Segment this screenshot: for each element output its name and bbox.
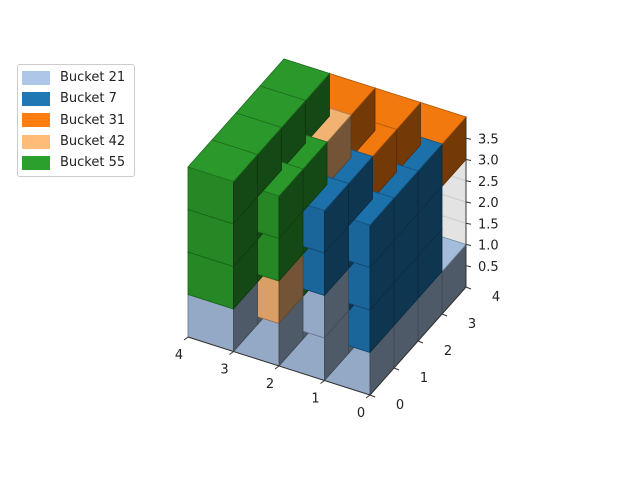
z-tick-mark bbox=[465, 265, 472, 268]
legend-label: Bucket 42 bbox=[60, 134, 126, 150]
z-tick-mark bbox=[465, 244, 472, 246]
y-tick-mark bbox=[417, 340, 424, 344]
y-tick-label: 3 bbox=[468, 317, 476, 332]
x-tick-label: 3 bbox=[220, 363, 228, 378]
x-tick-mark bbox=[229, 351, 234, 355]
z-tick-mark bbox=[465, 137, 472, 140]
y-tick-label: 4 bbox=[492, 290, 500, 305]
x-tick-label: 4 bbox=[175, 348, 183, 363]
legend-label: Bucket 7 bbox=[60, 91, 117, 107]
x-tick-label: 1 bbox=[311, 392, 319, 407]
legend-item: Bucket 21 bbox=[18, 67, 134, 88]
z-tick-label: 3.0 bbox=[478, 154, 499, 169]
z-tick-mark bbox=[465, 159, 472, 161]
legend-swatch bbox=[22, 113, 50, 128]
y-tick-label: 0 bbox=[396, 398, 404, 413]
z-tick-label: 2.5 bbox=[478, 175, 499, 190]
legend-swatch bbox=[22, 155, 50, 170]
z-tick-mark bbox=[465, 201, 472, 204]
legend-label: Bucket 55 bbox=[60, 155, 126, 171]
y-tick-mark bbox=[465, 286, 472, 290]
x-tick-mark bbox=[365, 394, 371, 399]
z-tick-label: 0.5 bbox=[478, 260, 499, 275]
legend-swatch bbox=[22, 134, 50, 149]
y-tick-label: 2 bbox=[444, 344, 452, 359]
legend-swatch bbox=[22, 91, 50, 106]
tick-labels: 0 1 2 3 4 0 1 2 3 4 0.5 1.0 1.5 2.0 2.5 3.0 3.5 bbox=[175, 132, 500, 421]
x-tick-label: 2 bbox=[266, 377, 274, 392]
z-tick-mark bbox=[465, 222, 472, 225]
y-tick-mark bbox=[369, 394, 376, 398]
x-tick-label: 0 bbox=[357, 406, 365, 421]
legend-item: Bucket 31 bbox=[18, 110, 134, 131]
z-tick-label: 1.0 bbox=[478, 239, 499, 254]
legend-label: Bucket 21 bbox=[60, 70, 126, 86]
y-tick-label: 1 bbox=[420, 371, 428, 386]
y-tick-mark bbox=[393, 367, 400, 371]
z-tick-mark bbox=[465, 180, 472, 183]
legend-item: Bucket 42 bbox=[18, 131, 134, 152]
x-tick-mark bbox=[320, 380, 325, 384]
voxel-bucket-55 bbox=[187, 139, 259, 226]
legend-label: Bucket 31 bbox=[60, 112, 126, 128]
voxel-face-top bbox=[187, 139, 259, 182]
legend-item: Bucket 7 bbox=[18, 88, 134, 109]
x-tick-mark bbox=[274, 365, 280, 370]
z-tick-label: 2.0 bbox=[478, 196, 499, 211]
legend: Bucket 21 Bucket 7 Bucket 31 Bucket 42 Bucke… bbox=[17, 64, 135, 178]
voxel-group bbox=[187, 58, 467, 397]
z-tick-label: 1.5 bbox=[478, 217, 499, 232]
legend-item: Bucket 55 bbox=[18, 152, 134, 173]
z-tick-label: 3.5 bbox=[478, 132, 499, 147]
x-tick-mark bbox=[183, 336, 189, 341]
y-tick-mark bbox=[441, 313, 448, 317]
legend-swatch bbox=[22, 70, 50, 85]
